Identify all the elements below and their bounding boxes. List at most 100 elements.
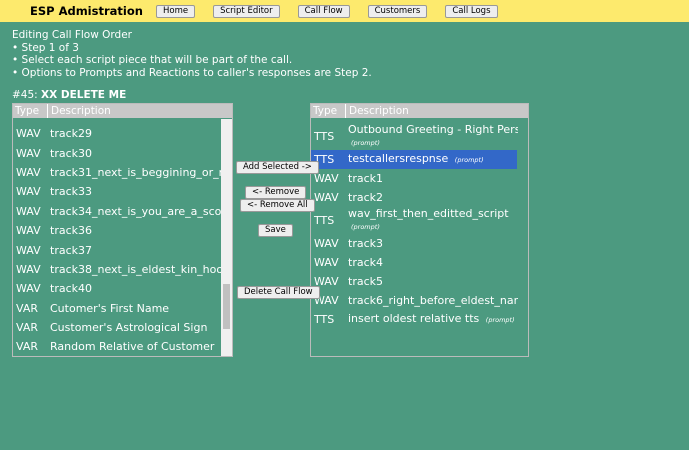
description-text: wav_first_then_editted_script (348, 207, 509, 220)
flow-title: #45: XX DELETE ME (12, 89, 126, 101)
list-row[interactable]: TTS insert oldest relative tts (prompt) (311, 310, 517, 329)
description-text: track2 (348, 190, 383, 204)
description-text: track6_right_before_eldest_name_r (348, 293, 518, 307)
description-text: track40 (50, 282, 92, 296)
nav-button[interactable]: Home (156, 5, 196, 18)
row-description: track34_next_is_you_are_a_scorpio (50, 205, 221, 218)
nav-button[interactable]: Script Editor (213, 5, 280, 18)
list-row[interactable]: WAV track6_right_before_eldest_name_r (311, 291, 518, 310)
description-text: track3 (348, 236, 383, 250)
list-row[interactable]: WAV track29 (13, 124, 221, 143)
row-description: track1 (348, 172, 518, 186)
list-row[interactable]: WAV track34_next_is_you_are_a_scorpio (13, 202, 221, 221)
list-row[interactable]: WAV track5 (311, 272, 517, 291)
list-row[interactable]: TTS wav_first_then_editted_script (prompt… (311, 207, 517, 234)
action-button[interactable]: Add Selected -> (236, 161, 319, 174)
row-note: (prompt) (351, 223, 380, 231)
row-type: WAV (314, 256, 339, 269)
list-row[interactable]: WAV track1 (311, 169, 517, 188)
row-note: (prompt) (351, 139, 380, 147)
row-description: insert oldest relative tts (prompt) (348, 312, 518, 327)
row-description: Random Relative of Customer (50, 340, 221, 353)
list-body: WAV track29 WAV track30 WAV track31_next_is_b… (13, 124, 221, 356)
row-note: (prompt) (454, 156, 484, 164)
list-row[interactable]: WAV track38_next_is_eldest_kin_hook (13, 260, 221, 279)
list-header: Type Description (13, 104, 232, 118)
description-text: track30 (50, 146, 92, 160)
nav-button[interactable]: Call Flow (297, 5, 350, 18)
col-header: Type (311, 104, 346, 118)
description-text: Outbound Greeting - Right Person? (348, 123, 518, 136)
nav-button[interactable]: Call Logs (445, 5, 498, 18)
scroll-thumb[interactable] (223, 284, 230, 329)
row-type: WAV (16, 282, 41, 296)
row-type: WAV (314, 172, 339, 185)
row-note: (prompt) (485, 316, 515, 324)
list-header: Type Description (311, 104, 528, 118)
action-button[interactable]: Save (258, 224, 293, 237)
instructions-heading: Editing Call Flow Order (12, 29, 132, 41)
row-type: WAV (16, 146, 41, 160)
instruction-bullet: Options to Prompts and Reactions to call… (12, 67, 372, 80)
row-type: TTS (314, 313, 335, 326)
row-type: WAV (16, 224, 41, 238)
col-header: Type (13, 104, 48, 118)
row-type: VAR (16, 301, 38, 315)
list-row[interactable]: VAR Customer's Astrological Sign (13, 318, 221, 337)
row-type: WAV (16, 185, 41, 199)
description-text: insert oldest relative tts (348, 312, 480, 325)
row-description: track37 (50, 244, 221, 257)
list-row[interactable]: WAV track31_next_is_beggining_or_mid (13, 163, 221, 182)
row-description: testcallersrespnse (prompt) (348, 152, 518, 167)
list-row[interactable]: VAR Random Relative of Customer (13, 337, 221, 356)
row-description: wav_first_then_editted_script (prompt) (348, 207, 518, 234)
nav-button[interactable]: Customers (367, 5, 428, 18)
list-row[interactable]: WAV track37 (13, 240, 221, 259)
selected-list[interactable]: Type Description TTS Outbound Greeting - R… (310, 103, 529, 357)
list-row[interactable]: WAV track30 (13, 143, 221, 162)
row-description: track3 (348, 237, 518, 251)
instruction-bullet: Select each script piece that will be pa… (12, 54, 372, 67)
description-text: track4 (348, 255, 383, 269)
instructions: Editing Call Flow Order Step 1 of 3Selec… (12, 29, 372, 79)
col-header: Description (349, 105, 409, 117)
flow-name: XX DELETE ME (41, 89, 127, 101)
app-title: ESP Admistration (30, 4, 143, 18)
available-list[interactable]: Type Description WAV track29 WAV track30 WAV t… (12, 103, 233, 357)
row-type: WAV (314, 275, 339, 288)
row-description: track33 (50, 185, 221, 198)
description-text: Random Relative of Customer (50, 340, 215, 354)
row-description: track29 (50, 127, 221, 140)
action-button[interactable]: <- Remove (245, 186, 307, 199)
row-description: track30 (50, 147, 221, 160)
list-row[interactable]: WAV track4 (311, 253, 517, 272)
row-type: WAV (16, 165, 41, 179)
row-type: WAV (16, 204, 41, 218)
description-text: track38_next_is_eldest_kin_hook (50, 262, 221, 276)
list-row[interactable]: TTS testcallersrespnse (prompt) (311, 150, 517, 169)
action-button[interactable]: <- Remove All (240, 199, 315, 212)
description-text: track34_next_is_you_are_a_scorpio (50, 204, 221, 218)
row-type: WAV (314, 237, 339, 250)
list-row[interactable]: WAV track40 (13, 279, 221, 298)
description-text: Customer's Astrological Sign (50, 321, 208, 335)
list-row[interactable]: WAV track3 (311, 234, 517, 253)
row-description: Cutomer's First Name (50, 302, 221, 315)
list-row[interactable]: WAV track33 (13, 182, 221, 201)
action-button[interactable]: Delete Call Flow (237, 286, 320, 299)
scrollbar[interactable] (221, 119, 232, 356)
description-text: track5 (348, 274, 383, 288)
row-type: TTS (314, 130, 335, 143)
list-row[interactable]: VAR Cutomer's First Name (13, 299, 221, 318)
list-row[interactable]: WAV track36 (13, 221, 221, 240)
row-description: track36 (50, 224, 221, 237)
row-type: WAV (16, 127, 41, 141)
list-row[interactable]: TTS Outbound Greeting - Right Person? (pr… (311, 123, 518, 150)
list-row[interactable]: WAV track2 (311, 188, 517, 207)
description-text: Cutomer's First Name (50, 301, 170, 315)
row-type: WAV (16, 262, 41, 276)
instruction-bullet: Step 1 of 3 (12, 42, 372, 55)
description-text: track37 (50, 243, 92, 257)
description-text: track36 (50, 224, 92, 238)
